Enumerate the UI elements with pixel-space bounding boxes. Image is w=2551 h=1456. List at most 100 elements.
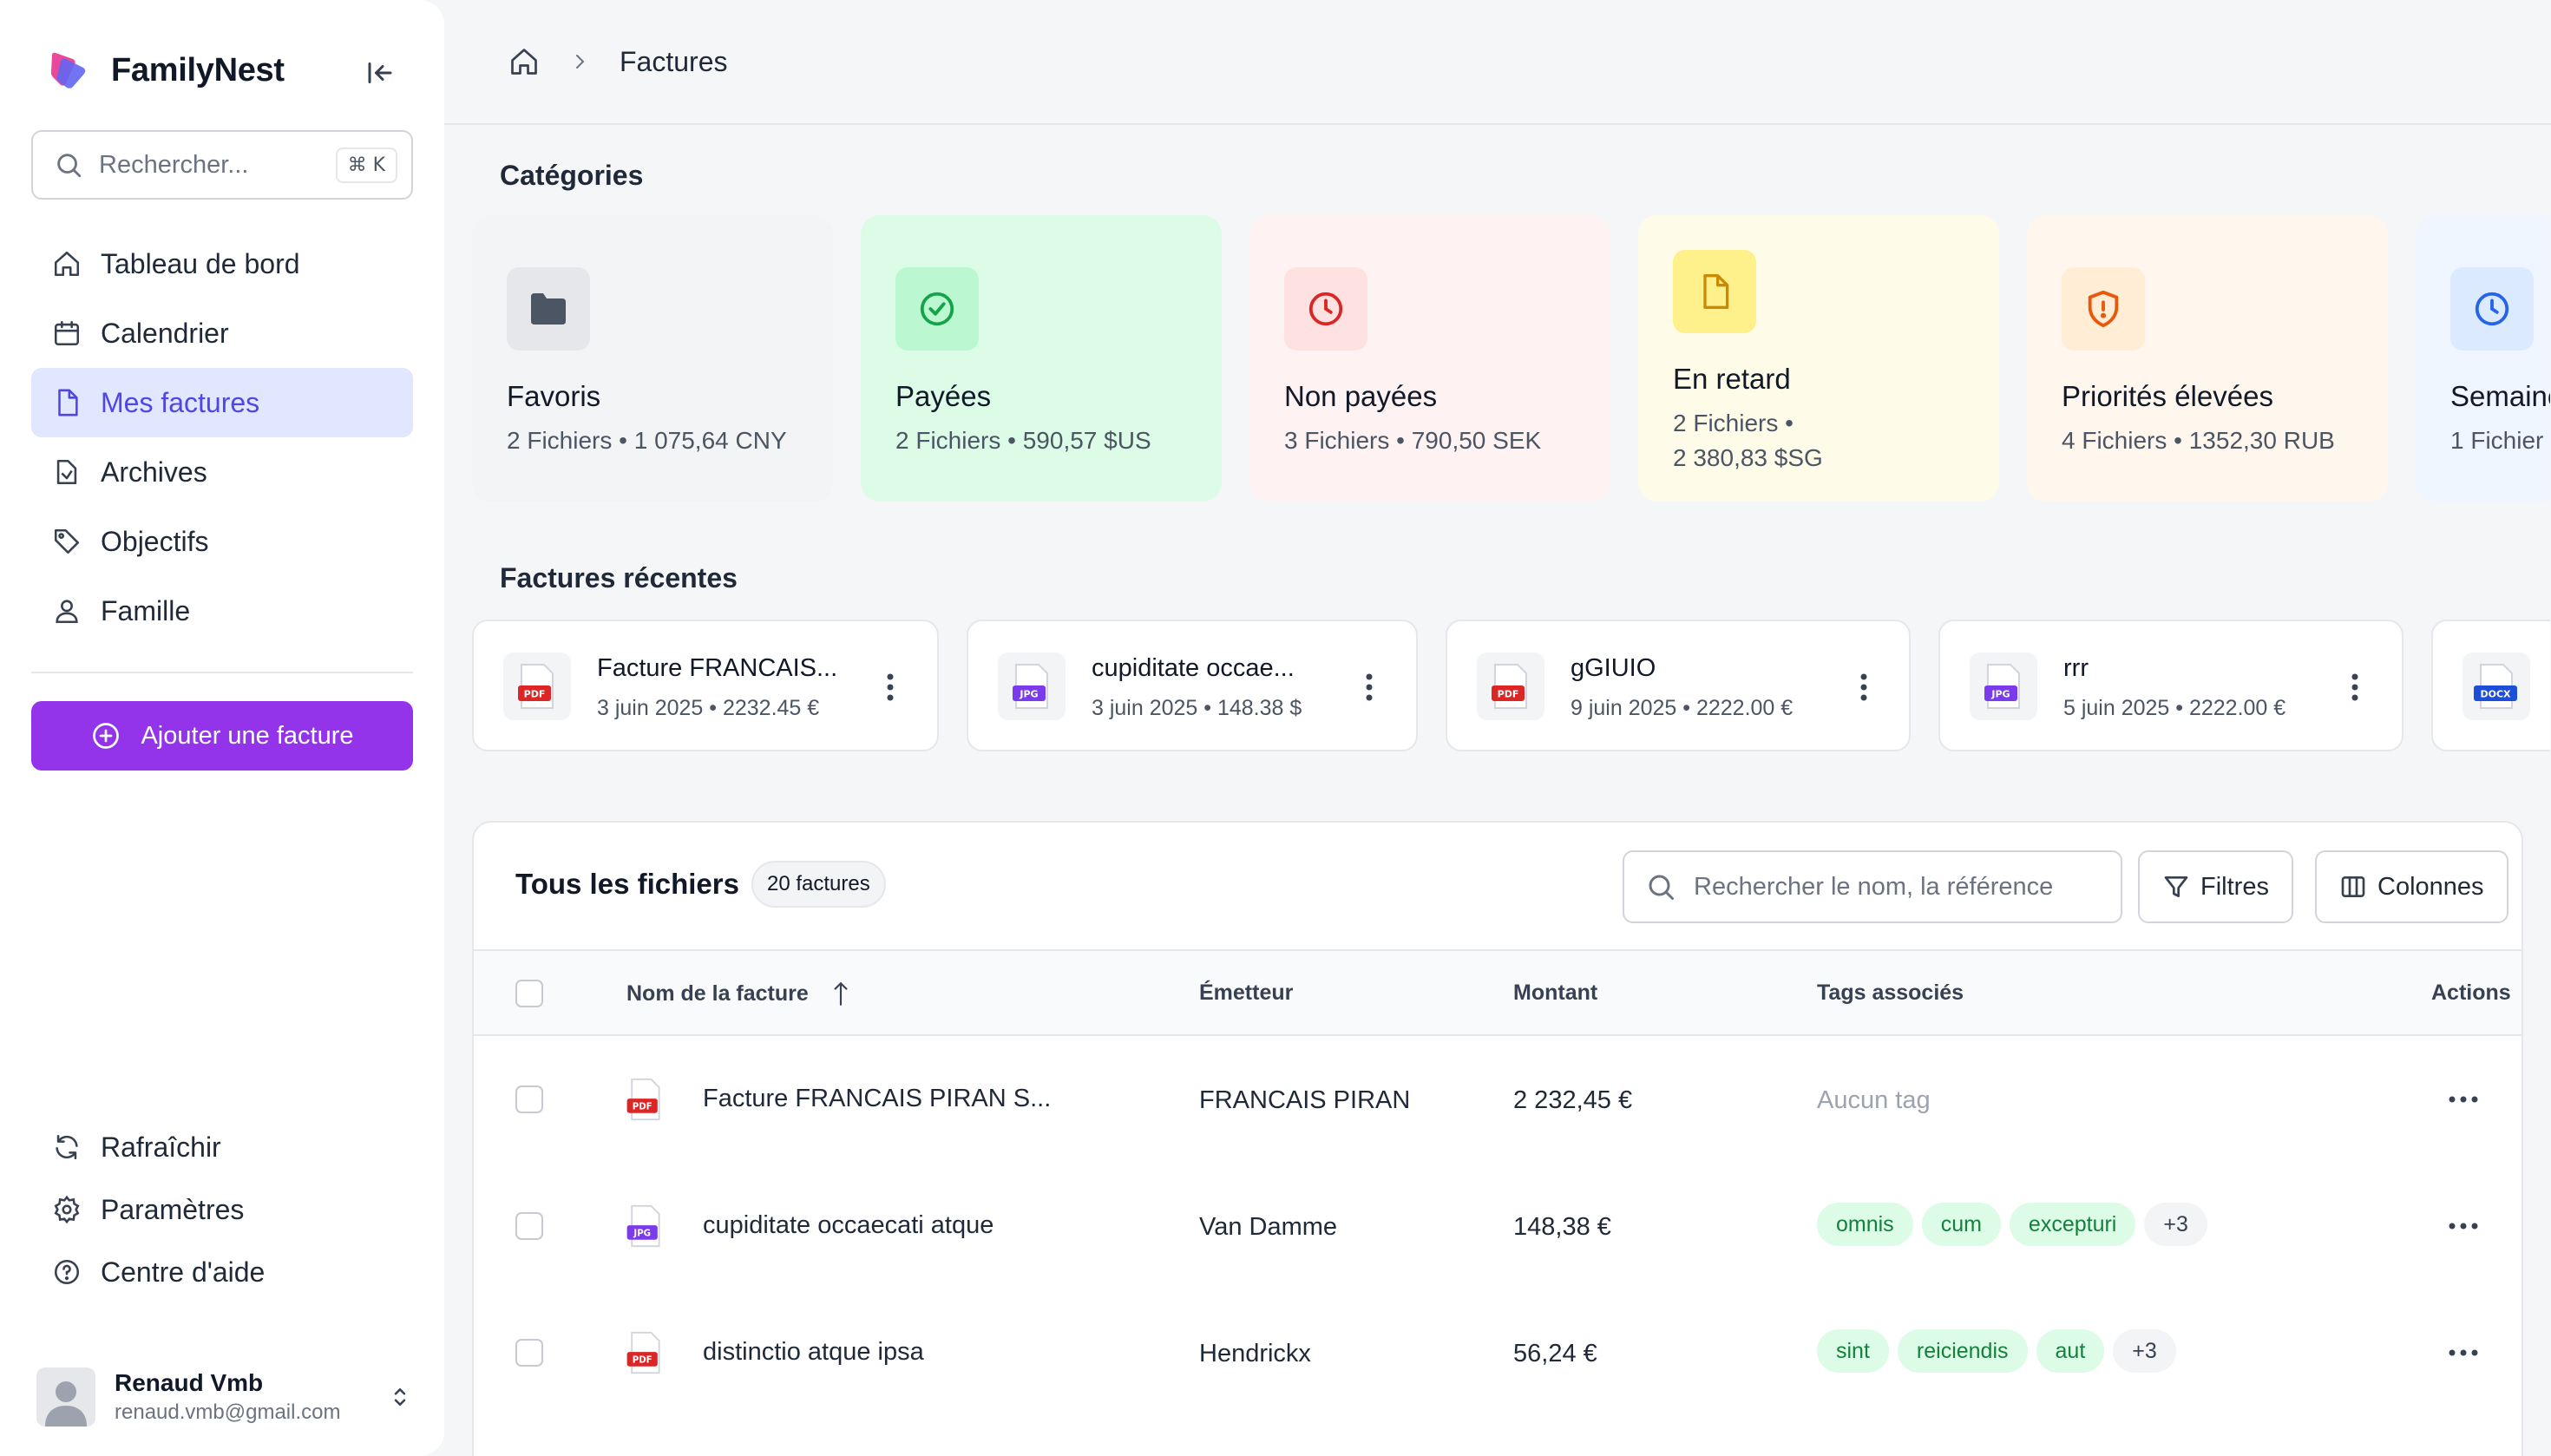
sidebar-item-dashboard[interactable]: Tableau de bord xyxy=(31,229,413,298)
sidebar-item-label: Tableau de bord xyxy=(101,247,300,279)
table-row[interactable]: JPG cupiditate occaecati atque Van Damme… xyxy=(474,1163,2521,1289)
select-all-checkbox[interactable] xyxy=(515,980,543,1007)
pdf-file-icon: PDF xyxy=(623,1078,666,1121)
table-row[interactable]: PDF distinctio atque ipsa Hendrickx 56,2… xyxy=(474,1289,2521,1416)
recent-invoice-card[interactable]: PDF gGIUIO 9 juin 2025 • 2222.00 € xyxy=(1446,620,1911,751)
category-card-high-priority[interactable]: Priorités élevées 4 Fichiers • 1352,30 R… xyxy=(2027,215,2388,502)
plus-circle-icon xyxy=(93,723,120,749)
row-checkbox[interactable] xyxy=(515,1339,543,1367)
category-icon xyxy=(507,267,590,351)
recent-invoice-menu-button[interactable] xyxy=(1352,670,1387,705)
category-card-week[interactable]: Semaine 1 Fichier xyxy=(2416,215,2550,502)
home-icon[interactable] xyxy=(508,46,540,77)
column-header-issuer[interactable]: Émetteur xyxy=(1199,981,1293,1006)
categories-title: Catégories xyxy=(500,160,644,191)
more-tags-badge[interactable]: +3 xyxy=(2144,1203,2207,1246)
check-circle-icon xyxy=(920,292,954,326)
category-meta: 1 Fichier xyxy=(2450,427,2544,454)
category-card-favorites[interactable]: Favoris 2 Fichiers • 1 075,64 CNY xyxy=(472,215,833,502)
column-header-amount[interactable]: Montant xyxy=(1513,981,1597,1006)
more-horizontal-icon xyxy=(2449,1223,2478,1230)
recent-invoice-card[interactable]: DOCX xyxy=(2431,620,2550,751)
tag-badge[interactable]: excepturi xyxy=(2009,1203,2136,1246)
invoice-name[interactable]: cupiditate occaecati atque xyxy=(703,1211,994,1239)
svg-text:JPG: JPG xyxy=(1019,689,1038,700)
columns-button[interactable]: Colonnes xyxy=(2315,850,2508,923)
sidebar-item-label: Calendrier xyxy=(101,317,229,349)
category-name: Favoris xyxy=(507,380,601,412)
category-name: En retard xyxy=(1673,363,1791,395)
collapse-sidebar-button[interactable] xyxy=(363,56,397,90)
sidebar-item-settings[interactable]: Paramètres xyxy=(31,1178,413,1241)
search-icon xyxy=(57,154,82,178)
invoice-issuer: FRANCAIS PIRAN xyxy=(1199,1086,1411,1114)
invoice-issuer: Van Damme xyxy=(1199,1213,1338,1241)
jpg-file-icon: JPG xyxy=(623,1204,666,1248)
file-icon xyxy=(58,389,78,416)
familynest-logo-icon xyxy=(50,52,86,89)
recent-invoice-title: gGIUIO xyxy=(1571,654,1656,682)
sidebar-item-refresh[interactable]: Rafraîchir xyxy=(31,1116,413,1178)
row-checkbox[interactable] xyxy=(515,1085,543,1113)
column-header-name[interactable]: Nom de la facture xyxy=(626,981,852,1007)
tag-badge[interactable]: sint xyxy=(1817,1329,1889,1373)
user-icon xyxy=(56,600,78,624)
add-invoice-button[interactable]: Ajouter une facture xyxy=(31,701,413,771)
category-icon xyxy=(1284,267,1367,351)
recent-invoice-title: cupiditate occae... xyxy=(1092,654,1295,682)
files-search-input[interactable]: Rechercher le nom, la référence xyxy=(1623,850,2122,923)
jpg-file-icon: JPG xyxy=(998,653,1066,720)
brand[interactable]: FamilyNest xyxy=(47,49,285,92)
sidebar-item-invoices[interactable]: Mes factures xyxy=(31,368,413,437)
category-card-paid[interactable]: Payées 2 Fichiers • 590,57 $US xyxy=(861,215,1222,502)
search-shortcut: ⌘ K xyxy=(335,147,397,183)
category-card-late[interactable]: En retard 2 Fichiers • 2 380,83 $SG xyxy=(1638,215,1999,502)
sidebar-item-family[interactable]: Famille xyxy=(31,576,413,646)
tag-badge[interactable]: aut xyxy=(2036,1329,2105,1373)
main-content: Factures Catégories Favoris 2 Fichiers •… xyxy=(444,0,2551,1456)
category-meta-line2: 2 380,83 $SG xyxy=(1673,444,1823,471)
recent-invoice-menu-button[interactable] xyxy=(2338,670,2372,705)
sort-ascending-icon xyxy=(834,982,848,1006)
recent-invoice-title: rrr xyxy=(2063,654,2089,682)
sidebar-search-placeholder: Rechercher... xyxy=(99,150,249,179)
tag-badge[interactable]: cum xyxy=(1921,1203,2001,1246)
row-actions-button[interactable] xyxy=(2442,1082,2485,1117)
sidebar-item-calendar[interactable]: Calendrier xyxy=(31,298,413,368)
files-search-placeholder: Rechercher le nom, la référence xyxy=(1694,872,2054,901)
category-card-unpaid[interactable]: Non payées 3 Fichiers • 790,50 SEK xyxy=(1249,215,1610,502)
sidebar-item-goals[interactable]: Objectifs xyxy=(31,507,413,576)
more-tags-badge[interactable]: +3 xyxy=(2113,1329,2176,1373)
avatar-placeholder-icon xyxy=(45,1381,87,1426)
column-header-label: Actions xyxy=(2431,981,2511,1005)
row-checkbox[interactable] xyxy=(515,1212,543,1240)
user-menu[interactable]: Renaud Vmb renaud.vmb@gmail.com xyxy=(31,1362,413,1432)
invoice-name[interactable]: Facture FRANCAIS PIRAN S... xyxy=(703,1085,1052,1112)
sidebar-item-help[interactable]: Centre d'aide xyxy=(31,1241,413,1303)
table-row[interactable]: PDF Facture FRANCAIS PIRAN S... FRANCAIS… xyxy=(474,1036,2521,1163)
recent-invoice-menu-button[interactable] xyxy=(1846,670,1881,705)
filters-label: Filtres xyxy=(2200,872,2269,901)
recent-invoice-meta: 9 juin 2025 • 2222.00 € xyxy=(1571,696,1794,720)
sidebar-item-archives[interactable]: Archives xyxy=(31,437,413,507)
row-actions-button[interactable] xyxy=(2442,1335,2485,1370)
column-header-label: Tags associés xyxy=(1817,981,1964,1005)
recent-invoice-card[interactable]: JPG rrr 5 juin 2025 • 2222.00 € xyxy=(1938,620,2403,751)
sidebar-item-label: Paramètres xyxy=(101,1193,245,1225)
column-header-label: Émetteur xyxy=(1199,981,1294,1005)
files-table-title: Tous les fichiers xyxy=(515,868,739,900)
recent-invoice-card[interactable]: PDF Facture FRANCAIS... 3 juin 2025 • 22… xyxy=(472,620,939,751)
filters-button[interactable]: Filtres xyxy=(2138,850,2293,923)
tag-badge[interactable]: omnis xyxy=(1817,1203,1913,1246)
refresh-icon xyxy=(56,1134,78,1160)
invoice-tags: omnis cum excepturi +3 xyxy=(1817,1203,2216,1246)
sidebar-search[interactable]: Rechercher... ⌘ K xyxy=(31,130,413,200)
home-icon xyxy=(54,251,80,277)
more-vertical-icon xyxy=(1860,673,1867,701)
recent-invoice-card[interactable]: JPG cupiditate occae... 3 juin 2025 • 14… xyxy=(967,620,1418,751)
column-header-tags[interactable]: Tags associés xyxy=(1817,981,1964,1006)
invoice-name[interactable]: distinctio atque ipsa xyxy=(703,1338,924,1366)
row-actions-button[interactable] xyxy=(2442,1209,2485,1243)
recent-invoice-menu-button[interactable] xyxy=(873,670,908,705)
tag-badge[interactable]: reiciendis xyxy=(1897,1329,2028,1373)
